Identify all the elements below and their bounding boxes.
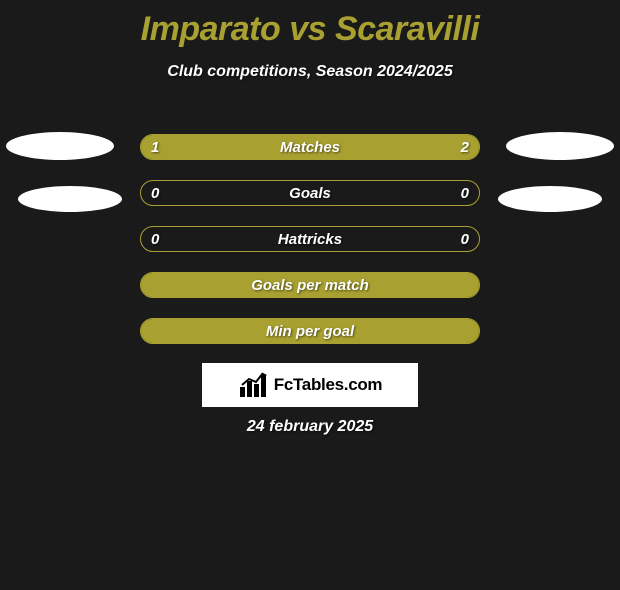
fctables-logo[interactable]: FcTables.com (202, 363, 418, 407)
player-left-avatar-top (6, 132, 114, 160)
stat-value-left: 1 (151, 135, 159, 159)
page-subtitle: Club competitions, Season 2024/2025 (0, 63, 620, 81)
stat-bar: 12Matches (140, 134, 480, 160)
logo-text: FcTables.com (274, 375, 383, 395)
stat-value-left: 0 (151, 181, 159, 205)
player-right-avatar-top (506, 132, 614, 160)
stat-bar: 0 0Hattricks (140, 226, 480, 252)
stat-bar: Min per goal (140, 318, 480, 344)
stat-value-right: 0 (461, 181, 469, 205)
stat-bar: Goals per match (140, 272, 480, 298)
stat-value-left: 0 (151, 227, 159, 251)
stat-bar: 0 0Goals (140, 180, 480, 206)
stat-bar-fill (141, 319, 479, 343)
stat-value-right: 0 (461, 227, 469, 251)
bar-chart-icon (238, 371, 270, 399)
stats-container: 12Matches00Goals00HattricksGoals per mat… (140, 134, 480, 364)
stat-bar-fill (141, 273, 479, 297)
stat-bar-fill-right (253, 135, 479, 159)
page-title: Imparato vs Scaravilli (0, 10, 620, 49)
stat-label: Goals (141, 181, 479, 205)
player-left-avatar-bottom (18, 186, 122, 212)
player-right-avatar-bottom (498, 186, 602, 212)
date-label: 24 february 2025 (0, 418, 620, 436)
stat-value-right: 2 (461, 135, 469, 159)
stat-label: Hattricks (141, 227, 479, 251)
